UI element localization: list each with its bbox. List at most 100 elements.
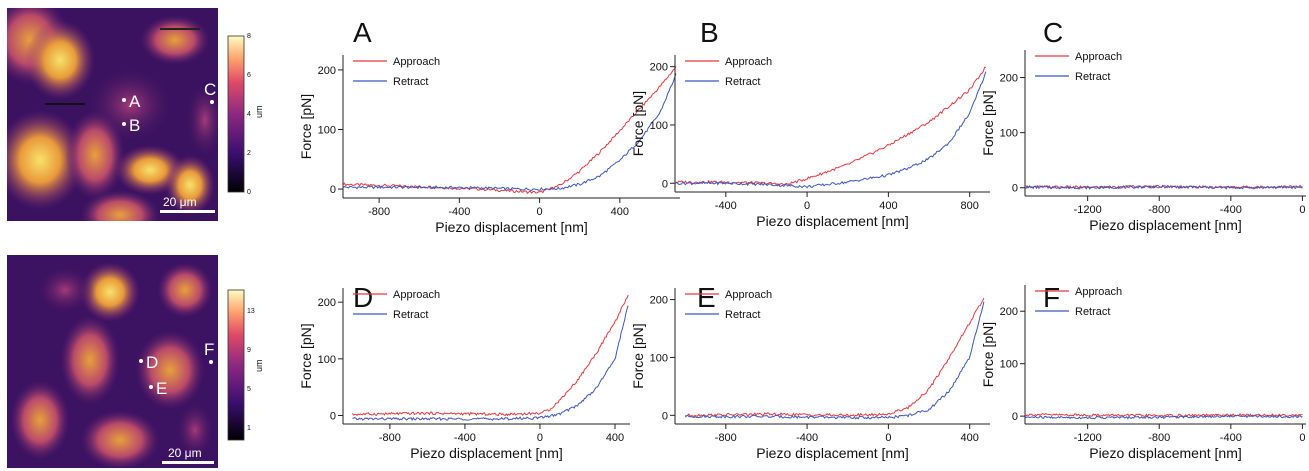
x-tick-label: 0 bbox=[1299, 432, 1305, 444]
y-tick-label: 0 bbox=[1012, 411, 1018, 423]
y-tick-label: 200 bbox=[318, 65, 336, 77]
y-axis-label: Force [pN] bbox=[298, 323, 314, 388]
series-line-approach bbox=[1024, 412, 1303, 418]
y-tick-label: 100 bbox=[1000, 128, 1018, 140]
series-line-retract bbox=[1024, 184, 1303, 190]
map-point-marker bbox=[209, 360, 213, 364]
y-tick-label: 100 bbox=[650, 352, 668, 364]
panel-title: C bbox=[1043, 17, 1063, 48]
series-line-retract bbox=[352, 305, 629, 422]
x-tick-label: 400 bbox=[606, 432, 624, 444]
colorbar-tick-label: 9 bbox=[247, 347, 251, 354]
x-tick-label: 400 bbox=[611, 206, 629, 218]
x-axis-label: Piezo displacement [nm] bbox=[410, 445, 563, 461]
y-tick-label: 100 bbox=[318, 124, 336, 136]
scale-bar bbox=[162, 461, 214, 464]
y-tick-label: 200 bbox=[650, 295, 668, 307]
x-tick-label: -400 bbox=[1220, 204, 1242, 216]
x-tick-label: -1200 bbox=[1074, 204, 1102, 216]
colorbar-tick-label: 4 bbox=[247, 111, 251, 118]
map-point-label-c: C bbox=[204, 80, 216, 99]
force-curve-panel-c: C 0 100 200 -1200 -800 -400 0 Piezo displacement… bbox=[980, 17, 1306, 233]
colorbar-unit-label: um bbox=[254, 105, 264, 118]
colorbar-tick-label: 6 bbox=[247, 72, 251, 79]
panel-title: B bbox=[700, 17, 719, 48]
legend-label: Approach bbox=[725, 289, 772, 301]
x-tick-label: -800 bbox=[379, 432, 401, 444]
legend-label: Retract bbox=[393, 76, 428, 88]
scale-bar-label: 20 μm bbox=[168, 446, 202, 460]
map-point-marker bbox=[139, 359, 143, 363]
scale-bar bbox=[160, 210, 215, 213]
y-tick-label: 100 bbox=[318, 354, 336, 366]
x-tick-label: -800 bbox=[1148, 204, 1170, 216]
legend-label: Approach bbox=[1075, 51, 1122, 63]
force-curve-panel-d: D 0 100 200 -800 -400 0 400 Piezo displacement [… bbox=[298, 282, 630, 461]
x-tick-label: 0 bbox=[537, 206, 543, 218]
colorbar-2 bbox=[227, 289, 245, 441]
force-curve-panel-f: F 0 100 200 -1200 -800 -400 0 Piezo displacement… bbox=[980, 282, 1306, 461]
x-tick-label: -800 bbox=[1148, 432, 1170, 444]
legend-label: Approach bbox=[725, 56, 772, 68]
y-tick-label: 0 bbox=[330, 411, 336, 423]
series-line-approach bbox=[351, 294, 629, 417]
series-line-retract bbox=[684, 301, 985, 420]
legend-label: Approach bbox=[393, 56, 440, 68]
y-tick-label: 200 bbox=[1000, 73, 1018, 85]
map-point-label-b: B bbox=[129, 116, 140, 135]
map-point-label-f: F bbox=[204, 340, 214, 359]
series-line-approach bbox=[685, 297, 985, 418]
x-axis-label: Piezo displacement [nm] bbox=[1089, 217, 1242, 233]
map-point-label-e: E bbox=[156, 379, 167, 398]
legend-label: Approach bbox=[393, 289, 440, 301]
y-axis-label: Force [pN] bbox=[630, 323, 646, 388]
colorbar-tick-label: 8 bbox=[247, 33, 251, 40]
x-tick-label: -1200 bbox=[1074, 432, 1102, 444]
y-axis-label: Force [pN] bbox=[980, 322, 996, 387]
colorbar-tick-label: 13 bbox=[247, 308, 255, 315]
map-point-marker bbox=[210, 100, 214, 104]
series-line-approach bbox=[342, 66, 677, 194]
panel-title: F bbox=[1043, 282, 1060, 313]
map-point-label-d: D bbox=[146, 353, 158, 372]
map-point-marker bbox=[122, 122, 126, 126]
y-axis-label: Force [pN] bbox=[298, 94, 314, 159]
y-tick-label: 0 bbox=[662, 410, 668, 422]
x-tick-label: -400 bbox=[796, 432, 818, 444]
force-curve-panel-b: B 0 100 200 -400 0 400 800 Piezo displacement [n… bbox=[630, 17, 990, 229]
y-tick-label: 0 bbox=[662, 178, 668, 190]
y-tick-label: 200 bbox=[1000, 306, 1018, 318]
x-axis-label: Piezo displacement [nm] bbox=[756, 213, 909, 229]
height-map-2 bbox=[7, 255, 218, 468]
x-tick-label: -400 bbox=[1220, 432, 1242, 444]
map-point-marker bbox=[122, 98, 126, 102]
y-tick-label: 0 bbox=[330, 184, 336, 196]
x-tick-label: 800 bbox=[960, 200, 978, 212]
y-tick-label: 100 bbox=[650, 120, 668, 132]
scale-bar-label: 20 μm bbox=[163, 195, 197, 209]
legend-label: Retract bbox=[1075, 306, 1110, 318]
series-line-approach bbox=[674, 66, 986, 186]
map-point-marker bbox=[149, 385, 153, 389]
legend-label: Retract bbox=[725, 309, 760, 321]
panel-title: A bbox=[353, 17, 372, 48]
x-tick-label: 400 bbox=[960, 432, 978, 444]
x-tick-label: 0 bbox=[885, 432, 891, 444]
x-tick-label: -800 bbox=[715, 432, 737, 444]
legend-label: Approach bbox=[1075, 286, 1122, 298]
x-tick-label: -400 bbox=[454, 432, 476, 444]
legend-label: Retract bbox=[393, 309, 428, 321]
y-tick-label: 100 bbox=[1000, 359, 1018, 371]
y-axis-label: Force [pN] bbox=[980, 90, 996, 155]
y-tick-label: 200 bbox=[318, 297, 336, 309]
force-curve-panel-a: A 0 100 200 -800 -400 0 400 Piezo displacement [… bbox=[298, 17, 680, 235]
x-tick-label: 0 bbox=[804, 200, 810, 212]
x-tick-label: -400 bbox=[715, 200, 737, 212]
x-axis-label: Piezo displacement [nm] bbox=[1089, 445, 1242, 461]
x-tick-label: 400 bbox=[879, 200, 897, 212]
colorbar-tick-label: 2 bbox=[247, 150, 251, 157]
x-axis-label: Piezo displacement [nm] bbox=[435, 219, 588, 235]
colorbar-unit-label: um bbox=[254, 359, 264, 372]
